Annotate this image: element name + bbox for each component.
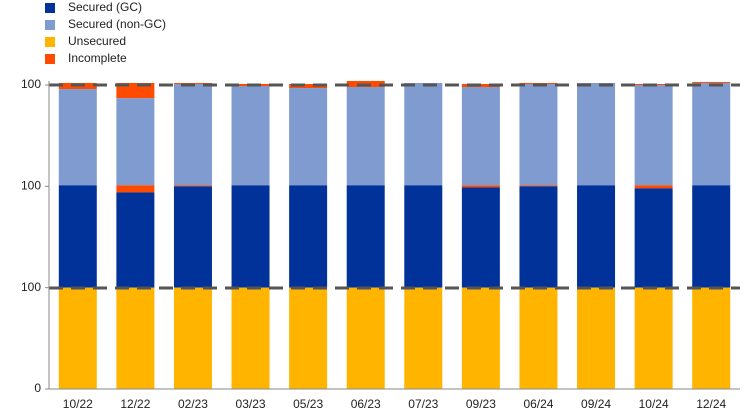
x-tick-label: 12/24 — [696, 397, 726, 411]
bar-segment — [173, 82, 212, 84]
bar-segment — [634, 287, 673, 389]
x-tick-label: 07/23 — [408, 397, 438, 411]
bar-segment — [404, 82, 443, 186]
bar-segment — [577, 287, 616, 389]
y-tick-label: 100 — [21, 280, 41, 294]
bar-segment — [577, 82, 616, 186]
bar-segment — [173, 83, 212, 186]
bar-segment — [346, 185, 385, 288]
x-tick-label: 09/23 — [466, 397, 496, 411]
x-tick-label: 06/23 — [351, 397, 381, 411]
y-tick-label: 100 — [21, 77, 41, 91]
legend-swatch — [45, 20, 55, 30]
bar-segment — [116, 185, 155, 193]
x-tick-label: 10/24 — [639, 397, 669, 411]
bar-segment — [116, 287, 155, 389]
legend-label: Incomplete — [68, 51, 127, 65]
legend-label: Secured (non-GC) — [68, 17, 166, 31]
x-tick-label: 09/24 — [581, 397, 611, 411]
bar-segment — [231, 86, 270, 186]
bar-segment — [519, 82, 558, 84]
legend-swatch — [45, 54, 55, 64]
bar-segment — [289, 287, 328, 389]
bar-segment — [289, 88, 328, 186]
bar-segment — [692, 82, 731, 186]
bar-segment — [116, 192, 155, 288]
bar-segment — [634, 85, 673, 186]
bar-segment — [461, 187, 500, 288]
bar-segment — [116, 82, 155, 99]
legend-label: Secured (GC) — [68, 0, 142, 14]
bar-segment — [404, 287, 443, 389]
x-tick-label: 05/23 — [293, 397, 323, 411]
bar-segment — [116, 98, 155, 186]
bar-segment — [173, 186, 212, 288]
bar-segment — [519, 287, 558, 389]
x-tick-label: 03/23 — [236, 397, 266, 411]
bar-segment — [692, 287, 731, 389]
bar-segment — [346, 287, 385, 389]
legend-label: Unsecured — [68, 34, 126, 48]
bar-segment — [173, 185, 212, 187]
x-tick-label: 12/22 — [120, 397, 150, 411]
bar-segment — [346, 87, 385, 186]
bar-segment — [173, 287, 212, 389]
bar-segment — [461, 87, 500, 186]
bar-segment — [634, 185, 673, 189]
bar-segment — [634, 188, 673, 288]
bar-segment — [231, 287, 270, 389]
x-tick-label: 06/24 — [523, 397, 553, 411]
bar-segment — [58, 89, 97, 186]
bar-segment — [577, 185, 616, 288]
bar-segment — [461, 287, 500, 389]
bar-segment — [519, 186, 558, 288]
bar-segment — [692, 185, 731, 288]
x-tick-label: 10/22 — [63, 397, 93, 411]
bar-segment — [289, 83, 328, 89]
bar-segment — [404, 185, 443, 288]
bar-segment — [289, 185, 328, 288]
bar-segment — [519, 83, 558, 186]
bar-segment — [58, 185, 97, 288]
bar-segment — [461, 185, 500, 188]
bar-segment — [519, 185, 558, 187]
bar-segment — [692, 81, 731, 83]
x-tick-label: 02/23 — [178, 397, 208, 411]
y-tick-label: 0 — [34, 381, 41, 395]
legend-swatch — [45, 3, 55, 13]
bar-segment — [58, 287, 97, 389]
legend-swatch — [45, 37, 55, 47]
bar-segment — [231, 185, 270, 288]
y-tick-label: 100 — [21, 179, 41, 193]
